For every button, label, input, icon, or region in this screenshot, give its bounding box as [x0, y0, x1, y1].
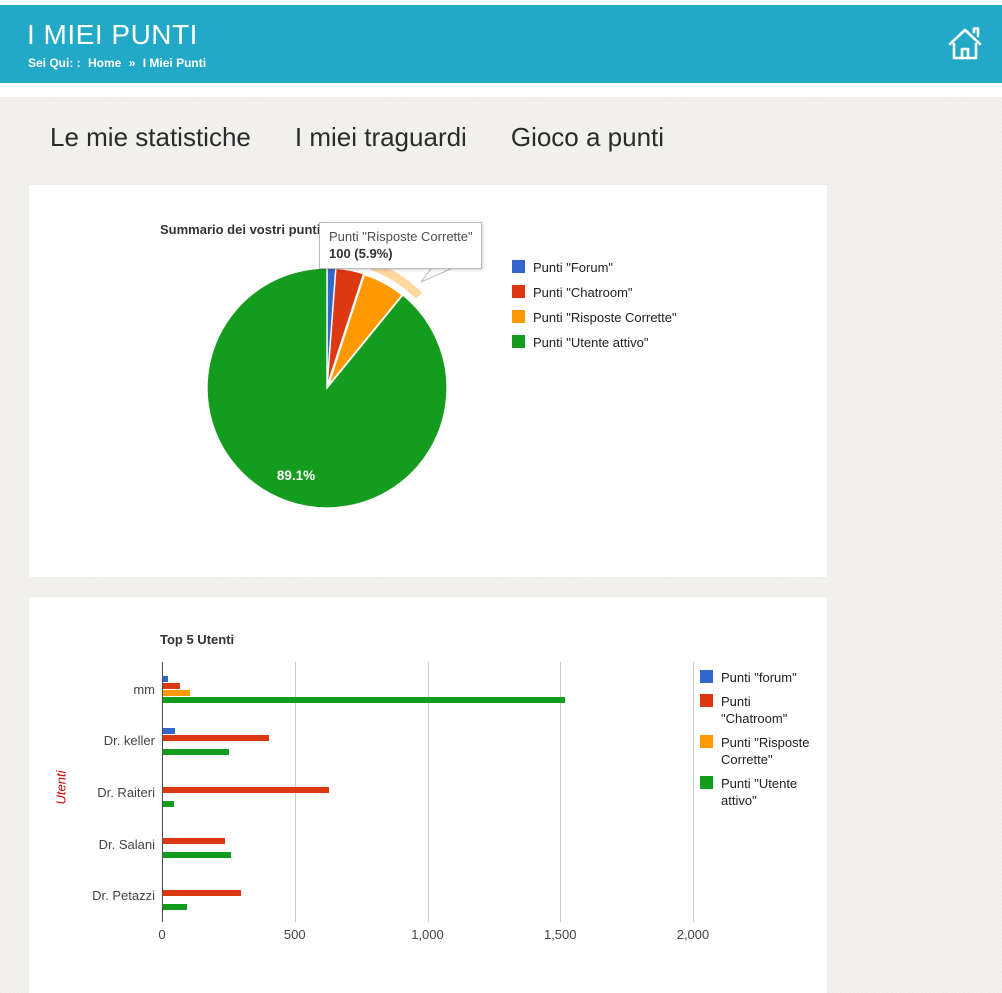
legend-swatch: [700, 776, 713, 789]
pie-legend-item[interactable]: Punti "Chatroom": [512, 284, 677, 301]
bar-chart-x-tick-label: 500: [283, 927, 306, 942]
bar[interactable]: [163, 683, 181, 690]
bar[interactable]: [163, 697, 566, 704]
home-icon: [948, 27, 982, 60]
bar-chart-gridline: [560, 662, 562, 922]
legend-swatch: [700, 670, 713, 683]
legend-swatch: [512, 285, 525, 298]
pie-legend: Punti "Forum" Punti "Chatroom" Punti "Risp…: [512, 259, 677, 359]
bar[interactable]: [163, 838, 226, 845]
legend-label: Punti "Risposte Corrette": [721, 735, 810, 767]
bar[interactable]: [163, 690, 190, 697]
bar[interactable]: [163, 727, 175, 734]
home-button[interactable]: [944, 25, 986, 65]
bar[interactable]: [163, 734, 270, 741]
tooltip-slice-value: 100 (5.9%): [329, 246, 393, 261]
bar-chart-x-tick-label: 2,000: [676, 927, 710, 942]
legend-label: Punti "forum": [721, 670, 797, 685]
bar-legend-item[interactable]: Punti "Risposte Corrette": [700, 734, 818, 768]
breadcrumb-separator: »: [128, 56, 136, 70]
legend-swatch: [700, 735, 713, 748]
bar-chart-baseline-axis: [162, 662, 163, 922]
tab-bar: Le mie statistiche I miei traguardi Gioc…: [50, 122, 664, 153]
breadcrumb: Sei Qui: : Home » I Miei Punti: [28, 56, 210, 70]
pie-legend-item[interactable]: Punti "Risposte Corrette": [512, 309, 677, 326]
pie-chart-title: Summario dei vostri punti: [160, 222, 321, 237]
bar[interactable]: [163, 852, 231, 859]
legend-label: Punti "Chatroom": [533, 285, 633, 300]
pie-slice-highlight-ring: [365, 260, 422, 299]
pie-tooltip: Punti "Risposte Corrette" 100 (5.9%): [319, 222, 482, 269]
breadcrumb-home-link[interactable]: Home: [88, 56, 122, 70]
legend-label: Punti "Risposte Corrette": [533, 310, 677, 325]
page-title: I MIEI PUNTI: [27, 19, 198, 50]
bar-chart-gridline: [693, 662, 694, 922]
tab-gioco-a-punti[interactable]: Gioco a punti: [510, 122, 665, 152]
header-divider: [0, 83, 1002, 97]
pie-chart-card: Summario dei vostri punti 89.1% Punti "F…: [29, 185, 827, 577]
bar-chart-plot-area: [162, 662, 697, 922]
legend-label: Punti "Forum": [533, 260, 614, 275]
bar-chart-category-label: mm: [133, 681, 155, 697]
bar[interactable]: [163, 786, 329, 793]
legend-label: Punti "Utente attivo": [533, 335, 649, 350]
bar-chart-category-label: Dr. Salani: [98, 836, 155, 852]
bar-chart-title: Top 5 Utenti: [160, 632, 235, 647]
breadcrumb-prefix: Sei Qui: :: [28, 56, 81, 70]
bar[interactable]: [163, 800, 174, 807]
bar[interactable]: [163, 676, 169, 683]
bar-chart-category-label: Dr. Petazzi: [92, 888, 155, 904]
pie-percentage-label: 89.1%: [277, 468, 315, 483]
legend-swatch: [700, 694, 713, 707]
top-strip: [0, 0, 1002, 5]
bar-chart-category-label: Dr. keller: [103, 733, 155, 749]
legend-label: Punti "Chatroom": [721, 694, 788, 726]
legend-swatch: [512, 335, 525, 348]
pie-slice[interactable]: [206, 267, 448, 509]
bar-legend-item[interactable]: Punti "Utente attivo": [700, 775, 818, 809]
tab-le-mie-statistiche[interactable]: Le mie statistiche: [50, 122, 251, 152]
bar-chart-x-tick-label: 1,500: [543, 927, 577, 942]
tab-i-miei-traguardi[interactable]: I miei traguardi: [294, 122, 467, 152]
bar-chart-card: Top 5 Utenti Utenti mm Dr. keller Dr. Rait…: [29, 597, 827, 993]
legend-label: Punti "Utente attivo": [721, 776, 798, 808]
bar-legend-item[interactable]: Punti "Chatroom": [700, 693, 818, 727]
bar-legend: Punti "forum" Punti "Chatroom" Punti "Risp…: [700, 669, 818, 816]
bar[interactable]: [163, 903, 187, 910]
pie-legend-item[interactable]: Punti "Utente attivo": [512, 334, 677, 351]
bar[interactable]: [163, 889, 242, 896]
tooltip-slice-label: Punti "Risposte Corrette": [329, 229, 473, 244]
bar-chart-x-tick-label: 0: [158, 927, 166, 942]
bar-legend-item[interactable]: Punti "forum": [700, 669, 818, 686]
bar-chart-category-label: Dr. Raiteri: [97, 785, 155, 800]
legend-swatch: [512, 260, 525, 273]
bar-chart-x-tick-label: 1,000: [411, 927, 444, 942]
breadcrumb-current: I Miei Punti: [142, 56, 207, 70]
page-header: I MIEI PUNTI Sei Qui: : Home » I Miei Pu…: [0, 5, 1002, 83]
bar[interactable]: [163, 748, 230, 755]
pie-chart: 89.1%: [206, 260, 448, 509]
pie-legend-item[interactable]: Punti "Forum": [512, 259, 677, 276]
legend-swatch: [512, 310, 525, 323]
bar-chart-gridline: [427, 662, 429, 922]
